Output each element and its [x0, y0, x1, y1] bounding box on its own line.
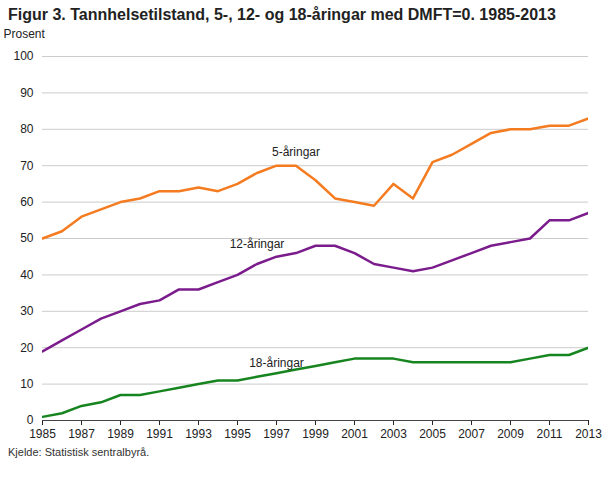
- svg-text:1991: 1991: [146, 427, 173, 441]
- svg-text:1989: 1989: [107, 427, 134, 441]
- svg-text:2007: 2007: [458, 427, 485, 441]
- svg-text:60: 60: [20, 195, 34, 209]
- html-text:Figur 3. Tannhelsetilstand, 5-: Figur 3. Tannhelsetilstand, 5-, 12- og 1…: [8, 6, 556, 23]
- svg-text:20: 20: [20, 341, 34, 355]
- svg-text:2011: 2011: [537, 427, 563, 441]
- svg-text:1997: 1997: [263, 427, 290, 441]
- svg-text:18-åringar: 18-åringar: [249, 356, 304, 370]
- svg-text:Prosent: Prosent: [4, 27, 46, 41]
- svg-text:2003: 2003: [380, 427, 407, 441]
- svg-text:70: 70: [20, 159, 34, 173]
- svg-text:2009: 2009: [497, 427, 524, 441]
- svg-text:80: 80: [20, 122, 34, 136]
- svg-text:50: 50: [20, 231, 34, 245]
- svg-text:100: 100: [13, 49, 33, 63]
- html-text:Kjelde: Statistisk sentralbyrå: Kjelde: Statistisk sentralbyrå.: [8, 446, 150, 458]
- svg-text:1999: 1999: [302, 427, 329, 441]
- svg-text:12-åringar: 12-åringar: [230, 237, 285, 251]
- svg-text:1993: 1993: [185, 427, 212, 441]
- svg-text:40: 40: [20, 268, 34, 282]
- svg-text:2001: 2001: [341, 427, 368, 441]
- svg-text:1995: 1995: [224, 427, 251, 441]
- svg-text:1985: 1985: [29, 427, 56, 441]
- svg-text:30: 30: [20, 304, 34, 318]
- svg-text:10: 10: [20, 377, 34, 391]
- svg-text:5-åringar: 5-åringar: [272, 145, 320, 159]
- svg-text:0: 0: [27, 413, 34, 427]
- svg-text:2005: 2005: [419, 427, 446, 441]
- svg-text:90: 90: [20, 86, 34, 100]
- svg-text:2013: 2013: [575, 427, 602, 441]
- svg-text:1987: 1987: [68, 427, 95, 441]
